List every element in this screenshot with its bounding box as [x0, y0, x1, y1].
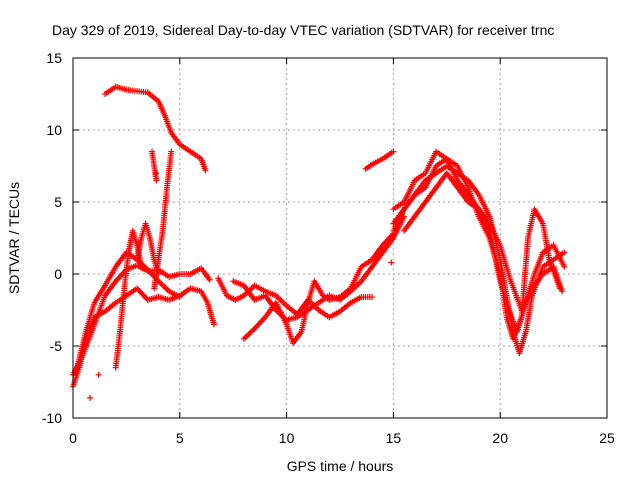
data-point	[168, 148, 175, 155]
data-point	[210, 321, 217, 328]
x-axis-label: GPS time / hours	[287, 458, 394, 474]
data-point	[561, 263, 568, 270]
x-tick-label: 5	[176, 430, 184, 446]
data-point	[87, 394, 94, 401]
data-point	[369, 294, 376, 301]
y-tick-label: 5	[54, 194, 62, 210]
data-points	[70, 83, 568, 401]
y-axis-label: SDTVAR / TECUs	[6, 182, 22, 294]
chart-title: Day 329 of 2019, Sidereal Day-to-day VTE…	[52, 22, 554, 38]
data-point	[153, 177, 160, 184]
axis-ticks: 0 5 10 15 20 25 -10 -5 0 5 10 15	[42, 50, 615, 446]
data-point	[153, 170, 160, 177]
data-point	[388, 259, 395, 266]
data-point	[383, 242, 390, 249]
y-tick-label: 0	[54, 266, 62, 282]
y-tick-label: 10	[46, 122, 62, 138]
data-point	[401, 213, 408, 220]
x-tick-label: 25	[599, 430, 615, 446]
y-tick-label: -5	[50, 338, 63, 354]
data-point	[559, 288, 566, 295]
x-tick-label: 0	[69, 430, 77, 446]
data-point	[138, 263, 145, 270]
x-tick-label: 15	[386, 430, 402, 446]
plot-frame	[72, 57, 608, 419]
data-point	[390, 148, 397, 155]
data-point	[206, 276, 213, 283]
y-tick-label: -10	[42, 410, 62, 426]
x-tick-label: 20	[492, 430, 508, 446]
data-point	[176, 294, 183, 301]
data-point	[561, 249, 568, 256]
x-tick-label: 10	[279, 430, 295, 446]
data-point	[95, 371, 102, 378]
y-tick-label: 15	[46, 50, 62, 66]
data-point	[202, 167, 209, 174]
